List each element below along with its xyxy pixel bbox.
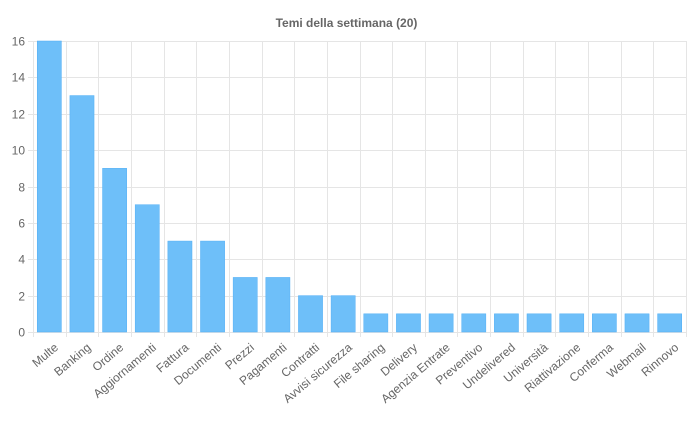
bar-avvisi-sicurezza[interactable]	[330, 295, 356, 333]
chart-title: Temi della settimana (20)	[276, 16, 418, 30]
x-tick-label: Banking	[51, 340, 93, 379]
bar-agenzia-entrate[interactable]	[428, 313, 454, 333]
y-tick-label: 4	[18, 253, 25, 267]
grid-lines	[28, 41, 687, 337]
y-tick-label: 12	[12, 108, 26, 122]
y-tick-label: 6	[18, 217, 25, 231]
y-tick-label: 0	[18, 326, 25, 340]
bar-fattura[interactable]	[167, 240, 193, 333]
bar-prezzi[interactable]	[232, 277, 258, 333]
bar-preventivo[interactable]	[461, 313, 487, 333]
bar-webmail[interactable]	[624, 313, 650, 333]
y-tick-label: 16	[12, 35, 26, 49]
bar-undelivered[interactable]	[494, 313, 519, 333]
x-tick-label: Rinnovo	[639, 340, 682, 379]
bars	[36, 40, 683, 333]
y-tick-label: 8	[18, 181, 25, 195]
bar-pagamenti[interactable]	[265, 277, 291, 333]
bar-conferma[interactable]	[592, 313, 617, 333]
bar-banking[interactable]	[69, 95, 95, 333]
bar-documenti[interactable]	[200, 240, 225, 333]
bar-multe[interactable]	[36, 40, 62, 333]
bar-file-sharing[interactable]	[363, 313, 389, 333]
bar-aggiornamenti[interactable]	[134, 204, 160, 333]
bar-universit-[interactable]	[526, 313, 552, 333]
x-axis-ticks: MulteBankingOrdineAggiornamentiFatturaDo…	[29, 340, 681, 406]
bar-contratti[interactable]	[298, 295, 323, 333]
bar-delivery[interactable]	[396, 313, 421, 333]
y-axis-ticks: 0 2 4 6 8 10 12 14 16	[12, 35, 26, 340]
y-tick-label: 14	[12, 71, 26, 85]
bar-ordine[interactable]	[102, 168, 127, 333]
bar-rinnovo[interactable]	[657, 313, 683, 333]
y-tick-label: 2	[18, 290, 25, 304]
y-tick-label: 10	[12, 144, 26, 158]
bar-riattivazione[interactable]	[559, 313, 585, 333]
